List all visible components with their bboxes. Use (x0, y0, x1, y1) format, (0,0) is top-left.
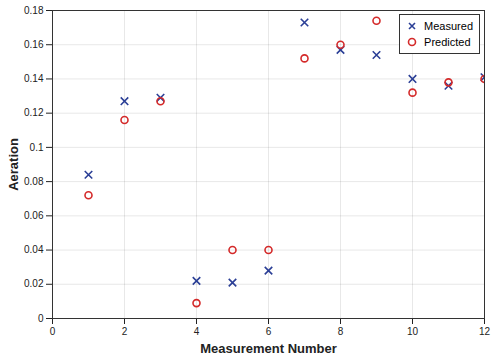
svg-text:Aeration: Aeration (6, 138, 21, 191)
svg-text:0.12: 0.12 (24, 107, 44, 118)
svg-text:0.18: 0.18 (24, 5, 44, 16)
svg-text:2: 2 (122, 326, 128, 337)
html-text:Predicted: Predicted (424, 36, 471, 48)
svg-text:0: 0 (50, 326, 56, 337)
svg-text:6: 6 (266, 326, 272, 337)
svg-text:0.16: 0.16 (24, 39, 44, 50)
svg-text:0: 0 (38, 313, 44, 324)
svg-text:10: 10 (407, 326, 419, 337)
svg-text:12: 12 (479, 326, 491, 337)
svg-text:4: 4 (194, 326, 200, 337)
svg-text:0.04: 0.04 (24, 244, 44, 255)
svg-text:8: 8 (338, 326, 344, 337)
svg-text:0.14: 0.14 (24, 73, 44, 84)
svg-text:Measurement Number: Measurement Number (200, 341, 337, 356)
svg-text:0.02: 0.02 (24, 278, 44, 289)
svg-text:0.06: 0.06 (24, 210, 44, 221)
svg-text:0.08: 0.08 (24, 176, 44, 187)
svg-text:0.1: 0.1 (30, 142, 44, 153)
html-text:Measured: Measured (424, 20, 473, 32)
